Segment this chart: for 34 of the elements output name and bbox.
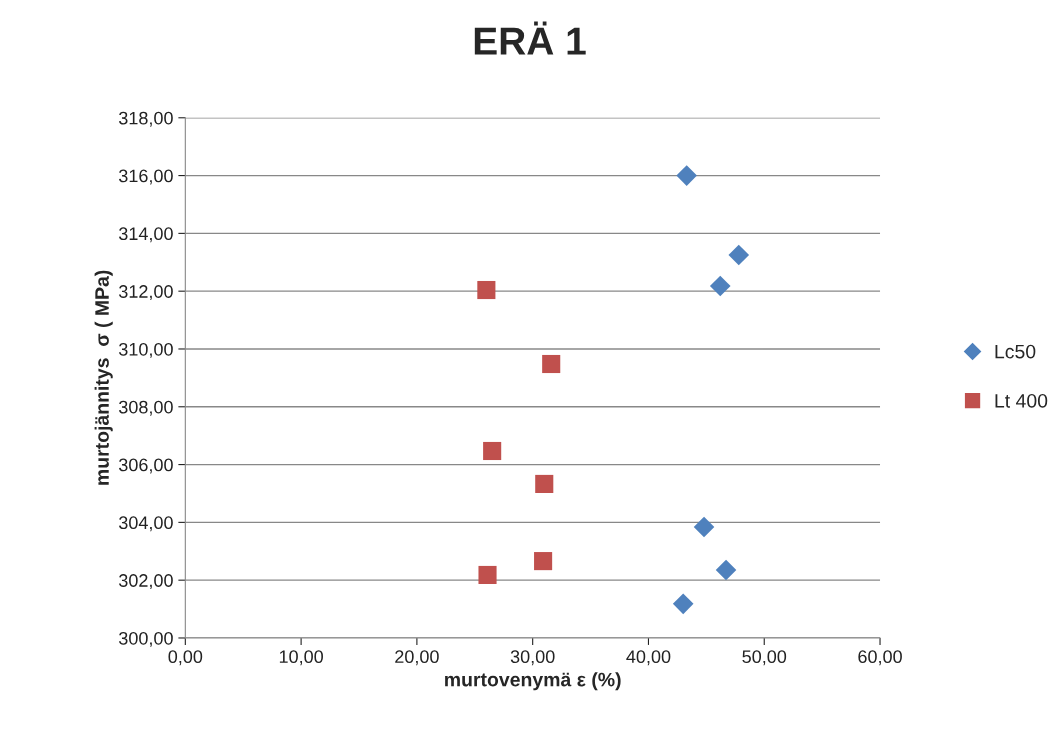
point [709, 275, 731, 297]
point [535, 474, 554, 493]
x-tick-label: 50,00 [742, 650, 787, 666]
x-axis-title: murtovenymä ε (%) [445, 672, 621, 691]
point [483, 441, 502, 461]
y-tick-label: 310,00 [118, 342, 173, 358]
legend-label: Lt 400 [995, 393, 1048, 408]
y-tick-label: 314,00 [118, 227, 173, 243]
y-tick-label: 318,00 [118, 111, 173, 127]
legend-label: Lc50 [995, 344, 1036, 359]
x-tick-label: 30,00 [510, 650, 555, 666]
point [477, 280, 496, 300]
x-tick-label: 60,00 [858, 650, 902, 666]
y-axis-title: murtojännitys σ ( MPa) [94, 270, 113, 485]
point [728, 244, 750, 266]
y-tick-label: 304,00 [118, 516, 173, 532]
point [715, 559, 737, 581]
chart-title: ERÄ 1 [474, 21, 586, 55]
x-tick-label: 40,00 [626, 650, 671, 666]
point [676, 165, 697, 186]
y-tick-label: 302,00 [118, 574, 173, 590]
x-tick-label: 10,00 [279, 650, 323, 666]
point [542, 354, 561, 374]
point [478, 565, 497, 585]
y-tick-label: 312,00 [118, 285, 173, 301]
y-tick-label: 300,00 [118, 631, 173, 647]
x-tick-label: 0,00 [168, 650, 203, 666]
x-tick-label: 20,00 [395, 650, 439, 666]
point [672, 593, 694, 615]
point [534, 552, 553, 571]
point [693, 516, 715, 538]
y-tick-label: 316,00 [118, 169, 173, 185]
y-tick-label: 306,00 [118, 458, 173, 474]
y-tick-label: 308,00 [118, 400, 173, 416]
